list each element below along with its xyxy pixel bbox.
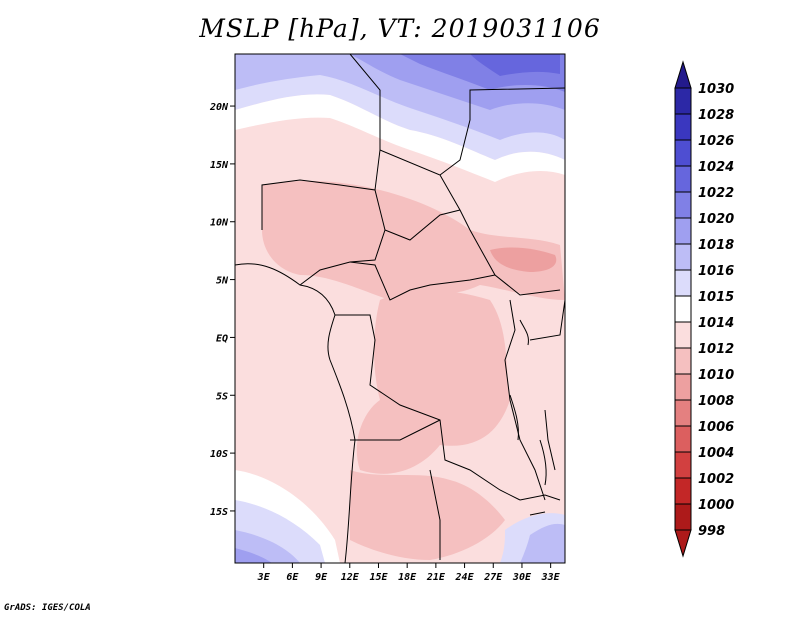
lat-tick-label: 15S: [210, 507, 228, 518]
colorbar-segment: [674, 451, 692, 479]
field-1010-congo: [356, 289, 510, 474]
map-frame: [234, 53, 566, 564]
colorbar-segment: [674, 321, 692, 349]
lakes: [509, 319, 547, 516]
colorbar-segment: [674, 191, 692, 219]
country-borders: [235, 54, 565, 563]
colorbar-segment: [674, 295, 692, 323]
lon-tick-label: 18E: [398, 572, 417, 583]
field-1008-low: [490, 247, 557, 272]
colorbar-segment: [674, 399, 692, 427]
colorbar-segment: [674, 269, 692, 297]
colorbar-segment: [674, 425, 692, 453]
colorbar-label: 1026: [698, 134, 734, 149]
lat-tick-label: 5N: [216, 276, 229, 287]
field-1014-north: [235, 94, 565, 182]
lon-tick-label: 3E: [257, 572, 271, 583]
colorbar-label: 1000: [698, 498, 734, 513]
colorbar-segment: [674, 165, 692, 193]
pressure-field-map: [235, 54, 565, 563]
longitude-axis: 3E 6E 9E 12E 15E 18E 21E 24E 27E 30E 33E: [257, 563, 561, 583]
map-title: MSLP [hPa], VT: 2019031106: [199, 14, 601, 43]
colorbar-label: 1014: [698, 316, 734, 331]
field-1010-sahel: [262, 180, 565, 300]
lon-tick-label: 33E: [541, 572, 561, 583]
lon-tick-label: 15E: [369, 572, 388, 583]
lat-tick-label: 10N: [210, 218, 229, 229]
colorbar-segment: [674, 477, 692, 505]
lat-tick-label: 10S: [210, 449, 228, 460]
colorbar-label: 998: [698, 524, 725, 539]
lon-tick-label: 9E: [315, 572, 328, 583]
field-1016-southeast: [520, 523, 565, 563]
colorbar-segment: [674, 503, 692, 531]
field-1018-south: [235, 548, 272, 563]
colorbar-label: 1004: [698, 446, 734, 461]
lat-tick-label: 15N: [210, 160, 229, 171]
colorbar: 1030 1028 1026 1024 1022 1020 1018 1016 1015 1014…: [674, 60, 734, 558]
colorbar-label: 1020: [698, 212, 734, 227]
colorbar-top-arrow: [674, 60, 692, 89]
colorbar-label: 1008: [698, 394, 734, 409]
colorbar-label: 1010: [698, 368, 734, 383]
colorbar-label: 1024: [698, 160, 734, 175]
field-1022-north: [470, 54, 560, 76]
field-1010-south: [350, 470, 505, 560]
colorbar-bottom-arrow: [674, 529, 692, 558]
colorbar-label: 1006: [698, 420, 734, 435]
colorbar-segment: [674, 87, 692, 115]
colorbar-label: 1002: [698, 472, 734, 487]
colorbar-label: 1012: [698, 342, 734, 357]
credit-label: GrADS: IGES/COLA: [4, 603, 91, 613]
lon-tick-label: 21E: [426, 572, 446, 583]
colorbar-segment: [674, 217, 692, 245]
colorbar-label: 1016: [698, 264, 734, 279]
lat-tick-label: 5S: [216, 391, 228, 402]
lon-tick-label: 6E: [286, 572, 299, 583]
colorbar-segment: [674, 347, 692, 375]
lat-tick-label: EQ: [216, 333, 228, 344]
colorbar-segment: [674, 139, 692, 167]
colorbar-label: 1028: [698, 108, 734, 123]
lon-tick-label: 12E: [341, 572, 360, 583]
colorbar-label: 1018: [698, 238, 734, 253]
lon-tick-label: 30E: [512, 572, 532, 583]
colorbar-label: 1030: [698, 82, 734, 97]
lon-tick-label: 24E: [455, 572, 475, 583]
colorbar-label: 1015: [698, 290, 734, 305]
lon-tick-label: 27E: [483, 572, 503, 583]
colorbar-label: 1022: [698, 186, 734, 201]
latitude-axis: 20N 15N 10N 5N EQ 5S 10S 15S: [209, 102, 235, 518]
lat-tick-label: 20N: [209, 102, 229, 113]
colorbar-segment: [674, 113, 692, 141]
colorbar-segment: [674, 243, 692, 271]
colorbar-segment: [674, 373, 692, 401]
